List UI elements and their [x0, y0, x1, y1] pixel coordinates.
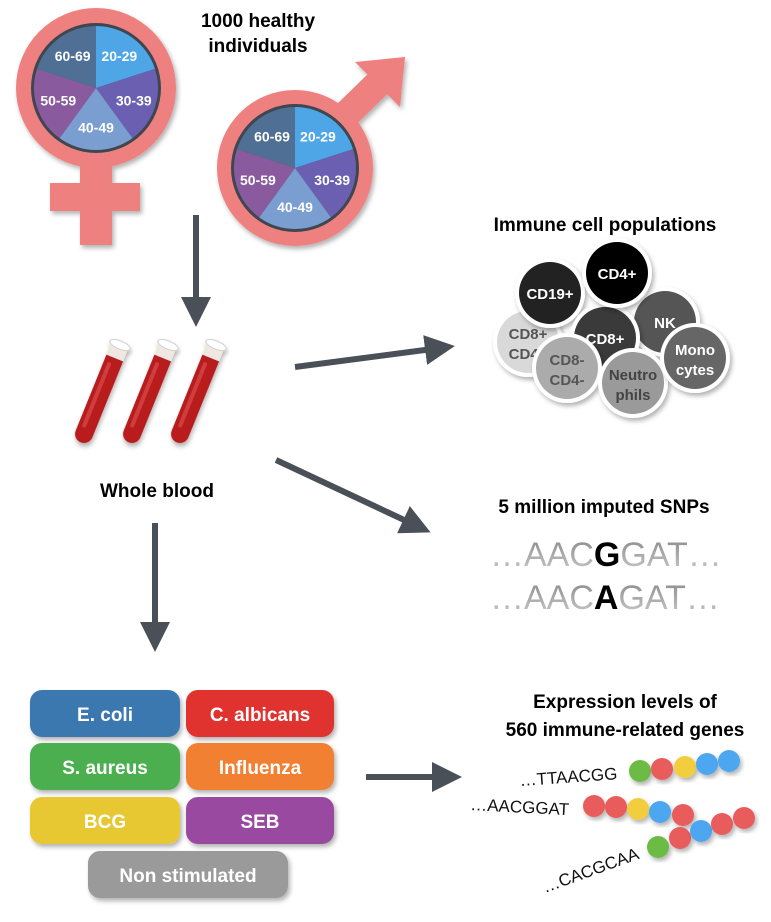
immune-title: Immune cell populations — [494, 215, 717, 236]
expression-dot — [627, 798, 649, 820]
expression-title-line2: 560 immune-related genes — [506, 720, 745, 741]
expression-dot — [696, 753, 718, 775]
whole-blood-label: Whole blood — [100, 481, 214, 502]
stimulus-s-aureus: S. aureus — [30, 743, 180, 790]
snp-sequence-2: …AACAGAT… — [490, 579, 720, 617]
svg-text:BCG: BCG — [84, 812, 126, 833]
expression-dot — [651, 758, 673, 780]
cell-cd8cd4: CD8- CD4- — [532, 333, 602, 403]
arrow-to-snps — [274, 457, 431, 534]
female-age-label: 20-29 — [101, 48, 137, 64]
expression-title-line1: Expression levels of — [533, 692, 717, 713]
male-age-slice-30-39 — [295, 149, 356, 218]
svg-text:CD8+: CD8+ — [586, 331, 625, 348]
stimulus-c-albicans: C. albicans — [186, 690, 334, 737]
stimulus-seb: SEB — [186, 797, 334, 844]
male-age-slice-50-59 — [234, 149, 295, 218]
female-age-slice-30-39 — [96, 68, 158, 139]
female-age-label: 40-49 — [78, 120, 114, 136]
svg-text:Mono: Mono — [675, 342, 715, 359]
expression-row: …TTAACGG — [519, 750, 740, 790]
male-age-slice-60-69 — [236, 107, 295, 168]
cell-neutrophils: Neutro phils — [598, 348, 668, 418]
arrow-to-immune — [294, 335, 455, 370]
expression-row: …AACGGAT — [470, 795, 694, 826]
female-age-slice-50-59 — [33, 68, 96, 139]
expression-rows: …TTAACGG …AACGGAT …CACGCAA — [470, 750, 755, 897]
gene-sequence: …CACGCAA — [540, 844, 642, 897]
expression-dot — [583, 795, 605, 817]
svg-text:CD8+: CD8+ — [509, 326, 548, 343]
svg-text:E. coli: E. coli — [77, 705, 133, 726]
blood-tube — [123, 338, 179, 444]
svg-text:Neutro: Neutro — [609, 367, 657, 384]
female-age-slice-40-49 — [59, 88, 133, 150]
stimulus-non-stimulated: Non stimulated — [88, 851, 288, 898]
female-age-label: 50-59 — [40, 92, 76, 108]
snp-sequence-1: …AACGGAT… — [490, 536, 722, 574]
expression-dot — [711, 813, 733, 835]
expression-dot — [674, 756, 696, 778]
stimulus-bcg: BCG — [30, 797, 180, 844]
cell-monocytes: Mono cytes — [660, 323, 730, 393]
expression-dot — [649, 801, 671, 823]
svg-text:CD8-: CD8- — [549, 352, 584, 369]
title-line1: 1000 healthy — [201, 11, 315, 32]
expression-dot — [733, 807, 755, 829]
female-age-label: 30-39 — [116, 92, 152, 108]
svg-text:S. aureus: S. aureus — [62, 758, 148, 779]
female-age-label: 60-69 — [55, 48, 91, 64]
gene-sequence: …TTAACGG — [519, 764, 618, 790]
expression-dot — [605, 796, 627, 818]
title-line2: individuals — [208, 36, 307, 57]
svg-text:Influenza: Influenza — [219, 758, 302, 779]
male-age-slice-20-29 — [295, 107, 354, 168]
expression-dot — [669, 827, 691, 849]
cell-cd19: CD19+ — [515, 258, 585, 328]
expression-dot — [629, 760, 651, 782]
svg-text:cytes: cytes — [676, 362, 714, 379]
blood-tubes — [75, 338, 227, 444]
stimulus-influenza: Influenza — [186, 743, 334, 790]
svg-text:Non stimulated: Non stimulated — [119, 866, 256, 887]
female-age-slice-60-69 — [37, 26, 96, 88]
gene-sequence: …AACGGAT — [470, 795, 570, 819]
male-age-label: 60-69 — [254, 128, 290, 144]
svg-text:CD4-: CD4- — [549, 372, 584, 389]
svg-text:C. albicans: C. albicans — [210, 705, 310, 726]
stimulus-e-coli: E. coli — [30, 690, 180, 737]
svg-text:NK: NK — [654, 315, 676, 332]
stimuli-grid: E. coli C. albicans S. aureus Influenza BCG S… — [30, 690, 334, 898]
male-age-label: 30-39 — [314, 172, 350, 188]
expression-row: …CACGCAA — [540, 807, 755, 897]
male-age-label: 20-29 — [300, 128, 336, 144]
male-age-slice-40-49 — [259, 168, 331, 229]
svg-text:SEB: SEB — [240, 812, 279, 833]
blood-tube — [75, 338, 131, 444]
expression-dot — [718, 750, 740, 772]
svg-text:phils: phils — [615, 387, 650, 404]
expression-dot — [647, 836, 669, 858]
snps-title: 5 million imputed SNPs — [498, 497, 709, 518]
svg-text:CD4+: CD4+ — [598, 266, 637, 283]
male-age-label: 50-59 — [240, 172, 276, 188]
expression-dot — [672, 804, 694, 826]
blood-tube — [171, 338, 227, 444]
cell-cd4: CD4+ — [582, 238, 652, 308]
arrows — [140, 215, 462, 792]
female-age-slice-20-29 — [96, 26, 155, 88]
snp-allele-2: A — [594, 579, 619, 617]
svg-text:CD19+: CD19+ — [526, 286, 573, 303]
expression-dot — [690, 820, 712, 842]
snp-allele-1: G — [594, 536, 620, 574]
male-age-label: 40-49 — [277, 199, 313, 215]
